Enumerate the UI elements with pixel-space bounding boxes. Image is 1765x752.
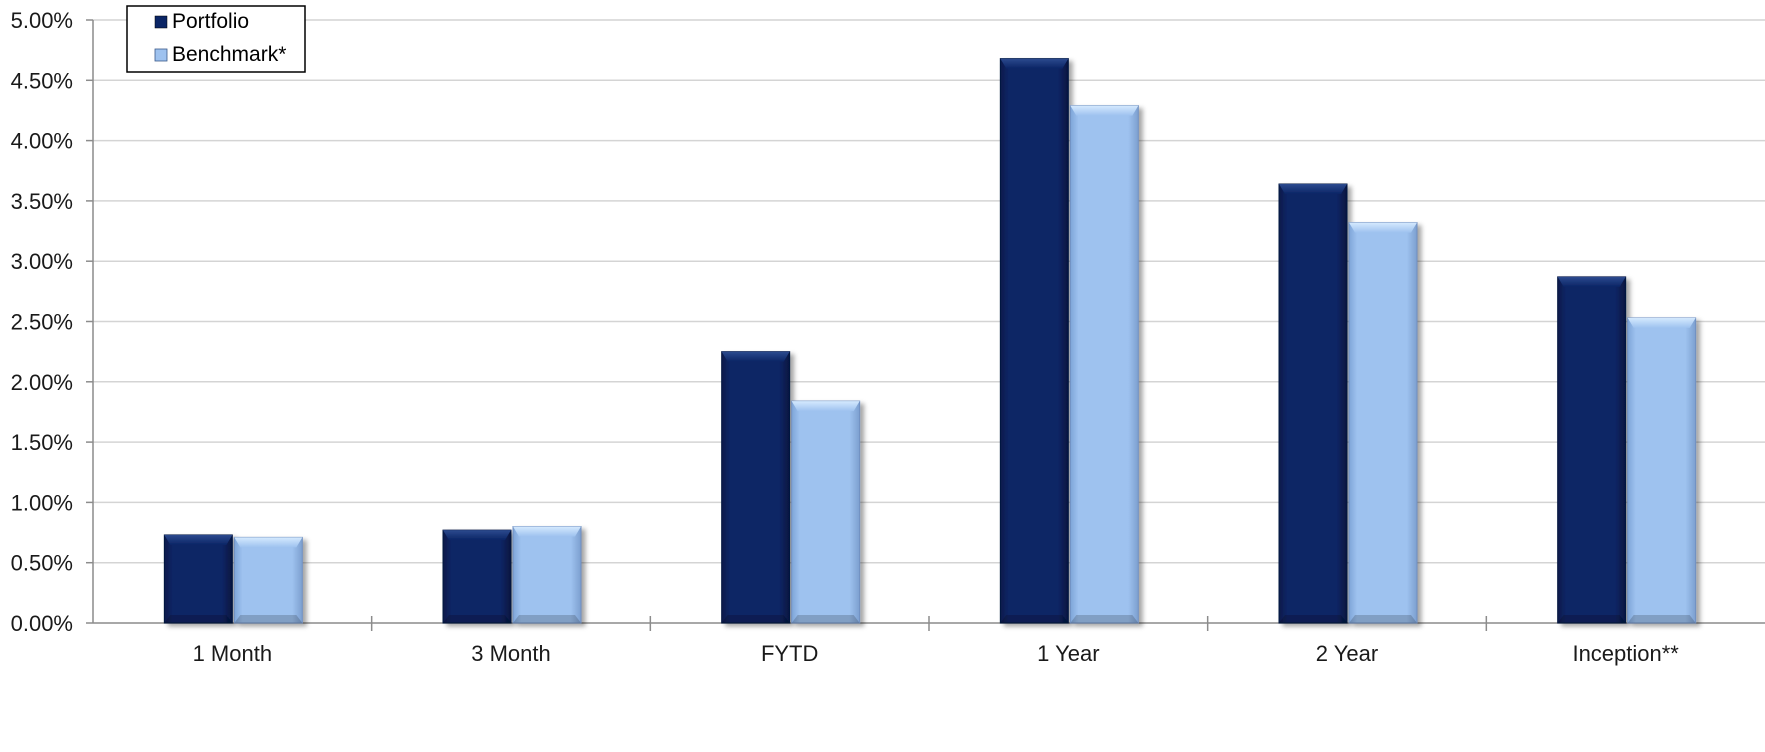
bar-bevel (1000, 58, 1069, 69)
y-tick-label: 0.00% (11, 611, 73, 636)
bar-bevel (443, 530, 511, 541)
legend-swatch-portfolio (154, 15, 168, 29)
bar-portfolio-3 (999, 58, 1069, 624)
bar-bevel (1070, 105, 1139, 116)
bar-body (163, 534, 233, 624)
bar-body (791, 400, 861, 624)
bar-body (233, 536, 303, 624)
y-tick-label: 2.00% (11, 370, 73, 395)
gridlines (93, 19, 1765, 564)
bar-body (999, 58, 1069, 624)
bar-bevel (234, 537, 303, 548)
y-tick-label: 0.50% (11, 551, 73, 576)
bar-bevel (1279, 184, 1347, 195)
axes (86, 19, 1765, 631)
y-tick-label: 1.00% (11, 490, 73, 515)
bar-base-bevel (164, 615, 233, 623)
bar-portfolio-5 (1557, 276, 1627, 624)
legend-swatch-benchmark (154, 48, 168, 62)
y-tick-label: 5.00% (11, 8, 73, 33)
bar-body (1348, 222, 1418, 624)
bar-body (442, 529, 512, 624)
bar-body (1069, 105, 1139, 624)
bar-body (1557, 276, 1627, 624)
bar-bevel (791, 401, 860, 412)
y-tick-label: 4.50% (11, 68, 73, 93)
bar-base-bevel (513, 615, 581, 623)
x-tick-label: 1 Year (1037, 641, 1099, 666)
y-tick-label: 4.00% (11, 129, 73, 154)
bar-benchmark-5 (1627, 317, 1697, 624)
bar-benchmark-1 (512, 526, 582, 624)
bar-benchmark-2 (791, 400, 861, 624)
bar-portfolio-1 (442, 529, 512, 624)
x-tick-label: FYTD (761, 641, 818, 666)
bar-bevel (721, 351, 790, 362)
bar-base-bevel (1557, 615, 1626, 623)
bars (163, 58, 1697, 624)
bar-benchmark-4 (1348, 222, 1418, 624)
x-tick-label: 3 Month (471, 641, 551, 666)
x-tick-label: 2 Year (1316, 641, 1378, 666)
bar-benchmark-0 (233, 536, 303, 624)
bar-base-bevel (1627, 615, 1696, 623)
bar-bevel (1627, 317, 1696, 328)
y-tick-label: 1.50% (11, 430, 73, 455)
bar-portfolio-0 (163, 534, 233, 624)
bar-base-bevel (1279, 615, 1347, 623)
bar-base-bevel (234, 615, 303, 623)
y-tick-label: 2.50% (11, 310, 73, 335)
bar-bevel (513, 526, 581, 537)
bar-portfolio-4 (1278, 183, 1348, 624)
y-tick-label: 3.00% (11, 249, 73, 274)
bar-base-bevel (443, 615, 511, 623)
bar-base-bevel (721, 615, 790, 623)
bar-body (512, 526, 582, 624)
legend: Portfolio Benchmark* (126, 5, 306, 73)
bar-portfolio-2 (721, 351, 791, 624)
bar-benchmark-3 (1069, 105, 1139, 624)
tick-labels: 0.00% 0.50% 1.00% 1.50% 2.00% 2.50% 3.00% 3.50%… (11, 8, 1680, 666)
legend-label-benchmark: Benchmark* (172, 43, 286, 66)
bar-bevel (1557, 276, 1626, 287)
bar-bevel (1349, 222, 1417, 233)
y-tick-label: 3.50% (11, 189, 73, 214)
bar-body (721, 351, 791, 624)
bar-body (1627, 317, 1697, 624)
legend-label-portfolio: Portfolio (172, 10, 249, 33)
x-tick-label: Inception** (1572, 641, 1679, 666)
bar-bevel (164, 534, 233, 545)
bar-base-bevel (1000, 615, 1069, 623)
bar-base-bevel (1070, 615, 1139, 623)
bar-base-bevel (791, 615, 860, 623)
bar-base-bevel (1349, 615, 1417, 623)
bar-body (1278, 183, 1348, 624)
x-tick-label: 1 Month (193, 641, 273, 666)
